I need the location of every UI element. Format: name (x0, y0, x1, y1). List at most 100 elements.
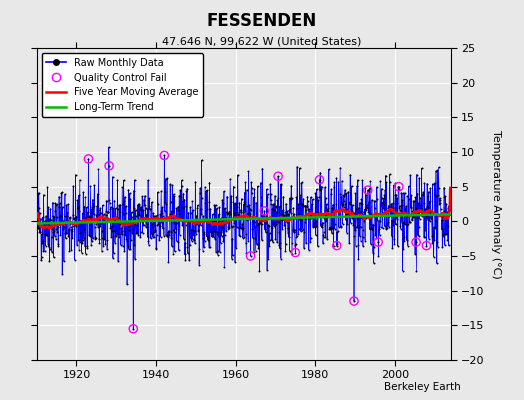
Point (302, 202, 311, 209)
Point (182, 203, 190, 210)
Point (156, 223, 164, 230)
Point (326, 224, 334, 231)
Point (225, 224, 233, 231)
Point (427, 214, 435, 221)
Point (361, 206, 369, 213)
Point (278, 217, 286, 223)
Point (333, 229, 341, 236)
Point (319, 232, 328, 238)
Point (254, 183, 262, 189)
Point (390, 241, 399, 247)
Point (107, 234, 115, 240)
Point (411, 251, 419, 257)
Point (126, 190, 134, 197)
Point (445, 203, 453, 209)
Point (93, 214, 101, 220)
Point (407, 205, 415, 211)
Point (156, 211, 165, 218)
Point (209, 217, 217, 224)
Point (230, 220, 238, 226)
Point (289, 229, 298, 235)
Text: 47.646 N, 99.622 W (United States): 47.646 N, 99.622 W (United States) (162, 36, 362, 46)
Point (302, 240, 310, 247)
Point (337, 200, 346, 207)
Point (381, 172, 390, 179)
Point (432, 218, 441, 224)
Point (289, 204, 298, 211)
Point (194, 227, 202, 233)
Point (347, 209, 355, 216)
Point (244, 168, 253, 174)
Point (163, 233, 171, 240)
Point (373, 184, 381, 190)
Point (213, 205, 221, 212)
Point (210, 202, 219, 208)
Point (220, 264, 228, 270)
Point (128, 230, 136, 236)
Point (172, 205, 181, 212)
Point (47, 226, 56, 232)
Point (356, 224, 365, 230)
Point (236, 232, 244, 239)
Point (147, 235, 155, 242)
Point (424, 236, 433, 242)
Point (395, 186, 403, 192)
Point (302, 207, 311, 213)
Point (264, 256, 272, 262)
Point (299, 196, 308, 202)
Point (348, 202, 357, 208)
Point (95, 240, 104, 246)
Point (100, 236, 108, 242)
Point (281, 209, 289, 215)
Point (246, 206, 254, 213)
Point (171, 229, 179, 235)
Point (149, 229, 158, 235)
Point (354, 177, 362, 183)
Point (330, 179, 339, 185)
Point (253, 222, 261, 228)
Point (58, 204, 67, 210)
Point (350, 298, 358, 304)
Point (283, 225, 292, 232)
Point (222, 214, 231, 221)
Point (222, 228, 230, 234)
Point (306, 239, 314, 246)
Point (423, 203, 432, 209)
Point (121, 194, 129, 200)
Point (112, 205, 120, 212)
Point (124, 223, 132, 230)
Point (130, 187, 138, 194)
Point (127, 237, 135, 244)
Point (227, 222, 235, 229)
Point (72, 223, 80, 230)
Point (390, 208, 399, 214)
Point (391, 192, 399, 198)
Point (73, 205, 82, 211)
Point (296, 216, 304, 223)
Point (436, 206, 445, 212)
Point (138, 216, 146, 222)
Point (367, 226, 376, 232)
Point (197, 210, 205, 217)
Point (263, 194, 271, 200)
Point (381, 187, 389, 194)
Point (249, 214, 257, 221)
Point (439, 213, 447, 220)
Point (313, 243, 322, 249)
Point (316, 221, 325, 228)
Point (150, 213, 159, 219)
Point (441, 193, 450, 200)
Point (202, 215, 211, 222)
Point (393, 195, 401, 202)
Point (179, 190, 188, 197)
Point (232, 194, 241, 200)
Point (279, 194, 288, 200)
Point (55, 193, 63, 200)
Point (379, 205, 388, 212)
Point (148, 199, 156, 205)
Point (242, 250, 250, 256)
Point (189, 207, 197, 214)
Point (288, 240, 297, 246)
Point (229, 216, 237, 222)
Point (206, 226, 215, 232)
